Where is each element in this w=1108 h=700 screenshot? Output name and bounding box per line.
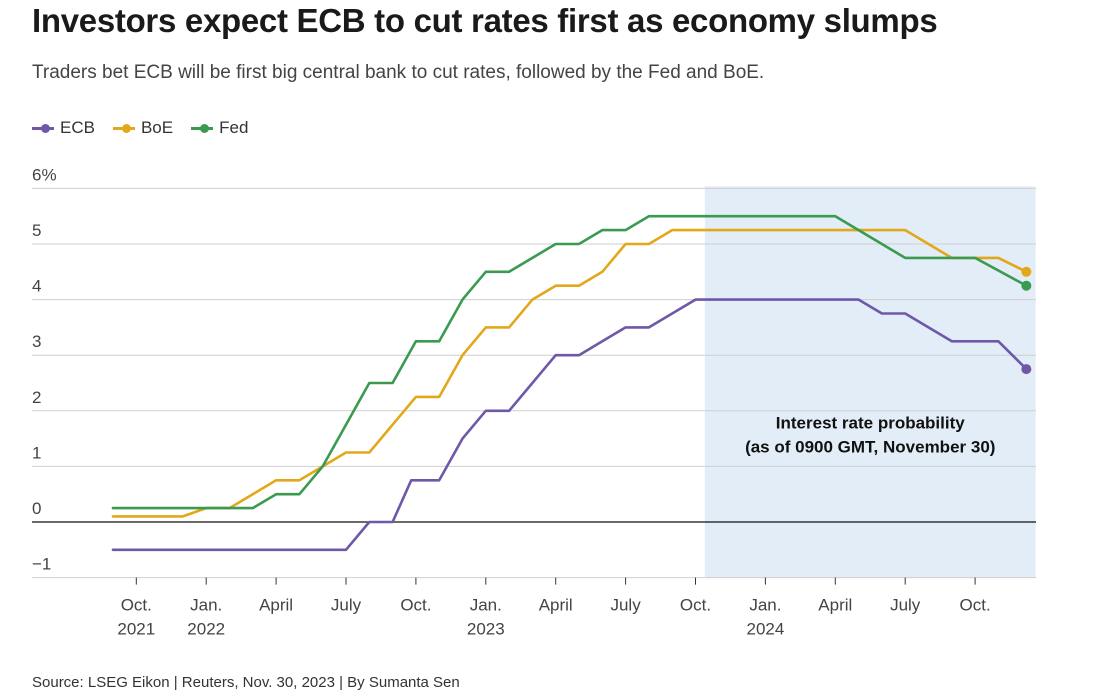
x-tick-label: Oct. [121, 596, 152, 615]
y-tick-label: 4 [32, 277, 41, 296]
x-tick-label: April [539, 596, 573, 615]
chart-title: Investors expect ECB to cut rates first … [32, 2, 938, 39]
legend-swatch-fed [191, 121, 214, 135]
legend-item-boe: BoE [112, 118, 174, 138]
y-tick-label: −1 [32, 555, 51, 574]
series-line-fed [111, 214, 1028, 510]
x-tick-label: Jan. [190, 596, 222, 615]
x-tick-label: April [259, 596, 293, 615]
series-line-boe [111, 228, 1028, 518]
x-tick-year-label: 2021 [117, 620, 155, 639]
y-tick-label: 1 [32, 443, 41, 462]
y-tick-label: 2 [32, 388, 41, 407]
annotation-line-2: (as of 0900 GMT, November 30) [745, 437, 995, 456]
series-end-marker-boe [1021, 266, 1032, 277]
legend-swatch-ecb [32, 121, 54, 135]
x-tick-label: July [610, 596, 641, 615]
x-tick-year-label: 2022 [187, 620, 225, 639]
legend-label-fed: Fed [219, 118, 249, 137]
x-tick-label: April [818, 596, 852, 615]
series-end-marker-ecb [1021, 364, 1032, 375]
y-tick-label: 0 [32, 499, 41, 518]
line-chart: 6% 5 4 3 2 1 0 −1 Oct. 2021 Jan. 2022 April July Oct.… [32, 165, 1036, 639]
legend: ECB BoE Fed [32, 118, 266, 138]
legend-swatch-boe [112, 121, 135, 135]
y-tick-label: 3 [32, 332, 41, 351]
y-tick-label: 6% [32, 165, 57, 184]
series-line-ecb [111, 298, 1028, 552]
series-end-marker-fed [1021, 280, 1032, 291]
y-tick-label: 5 [32, 221, 41, 240]
legend-item-ecb: ECB [32, 118, 95, 138]
legend-item-fed: Fed [191, 118, 248, 138]
x-tick-year-label: 2024 [746, 620, 784, 639]
x-tick-label: Oct. [680, 596, 711, 615]
annotation-line-1: Interest rate probability [776, 413, 965, 432]
x-tick-label: July [890, 596, 921, 615]
source-note: Source: LSEG Eikon | Reuters, Nov. 30, 2… [32, 674, 460, 691]
x-tick-label: Oct. [400, 596, 431, 615]
x-tick-label: Jan. [470, 596, 502, 615]
forecast-shaded-region [704, 186, 1036, 578]
x-tick-label: Oct. [960, 596, 991, 615]
legend-label-boe: BoE [140, 118, 174, 137]
x-tick-label: July [331, 596, 362, 615]
x-tick-label: Jan. [749, 596, 781, 615]
legend-label-ecb: ECB [60, 118, 95, 137]
x-tick-year-label: 2023 [467, 620, 505, 639]
chart-subtitle: Traders bet ECB will be first big centra… [32, 62, 765, 83]
